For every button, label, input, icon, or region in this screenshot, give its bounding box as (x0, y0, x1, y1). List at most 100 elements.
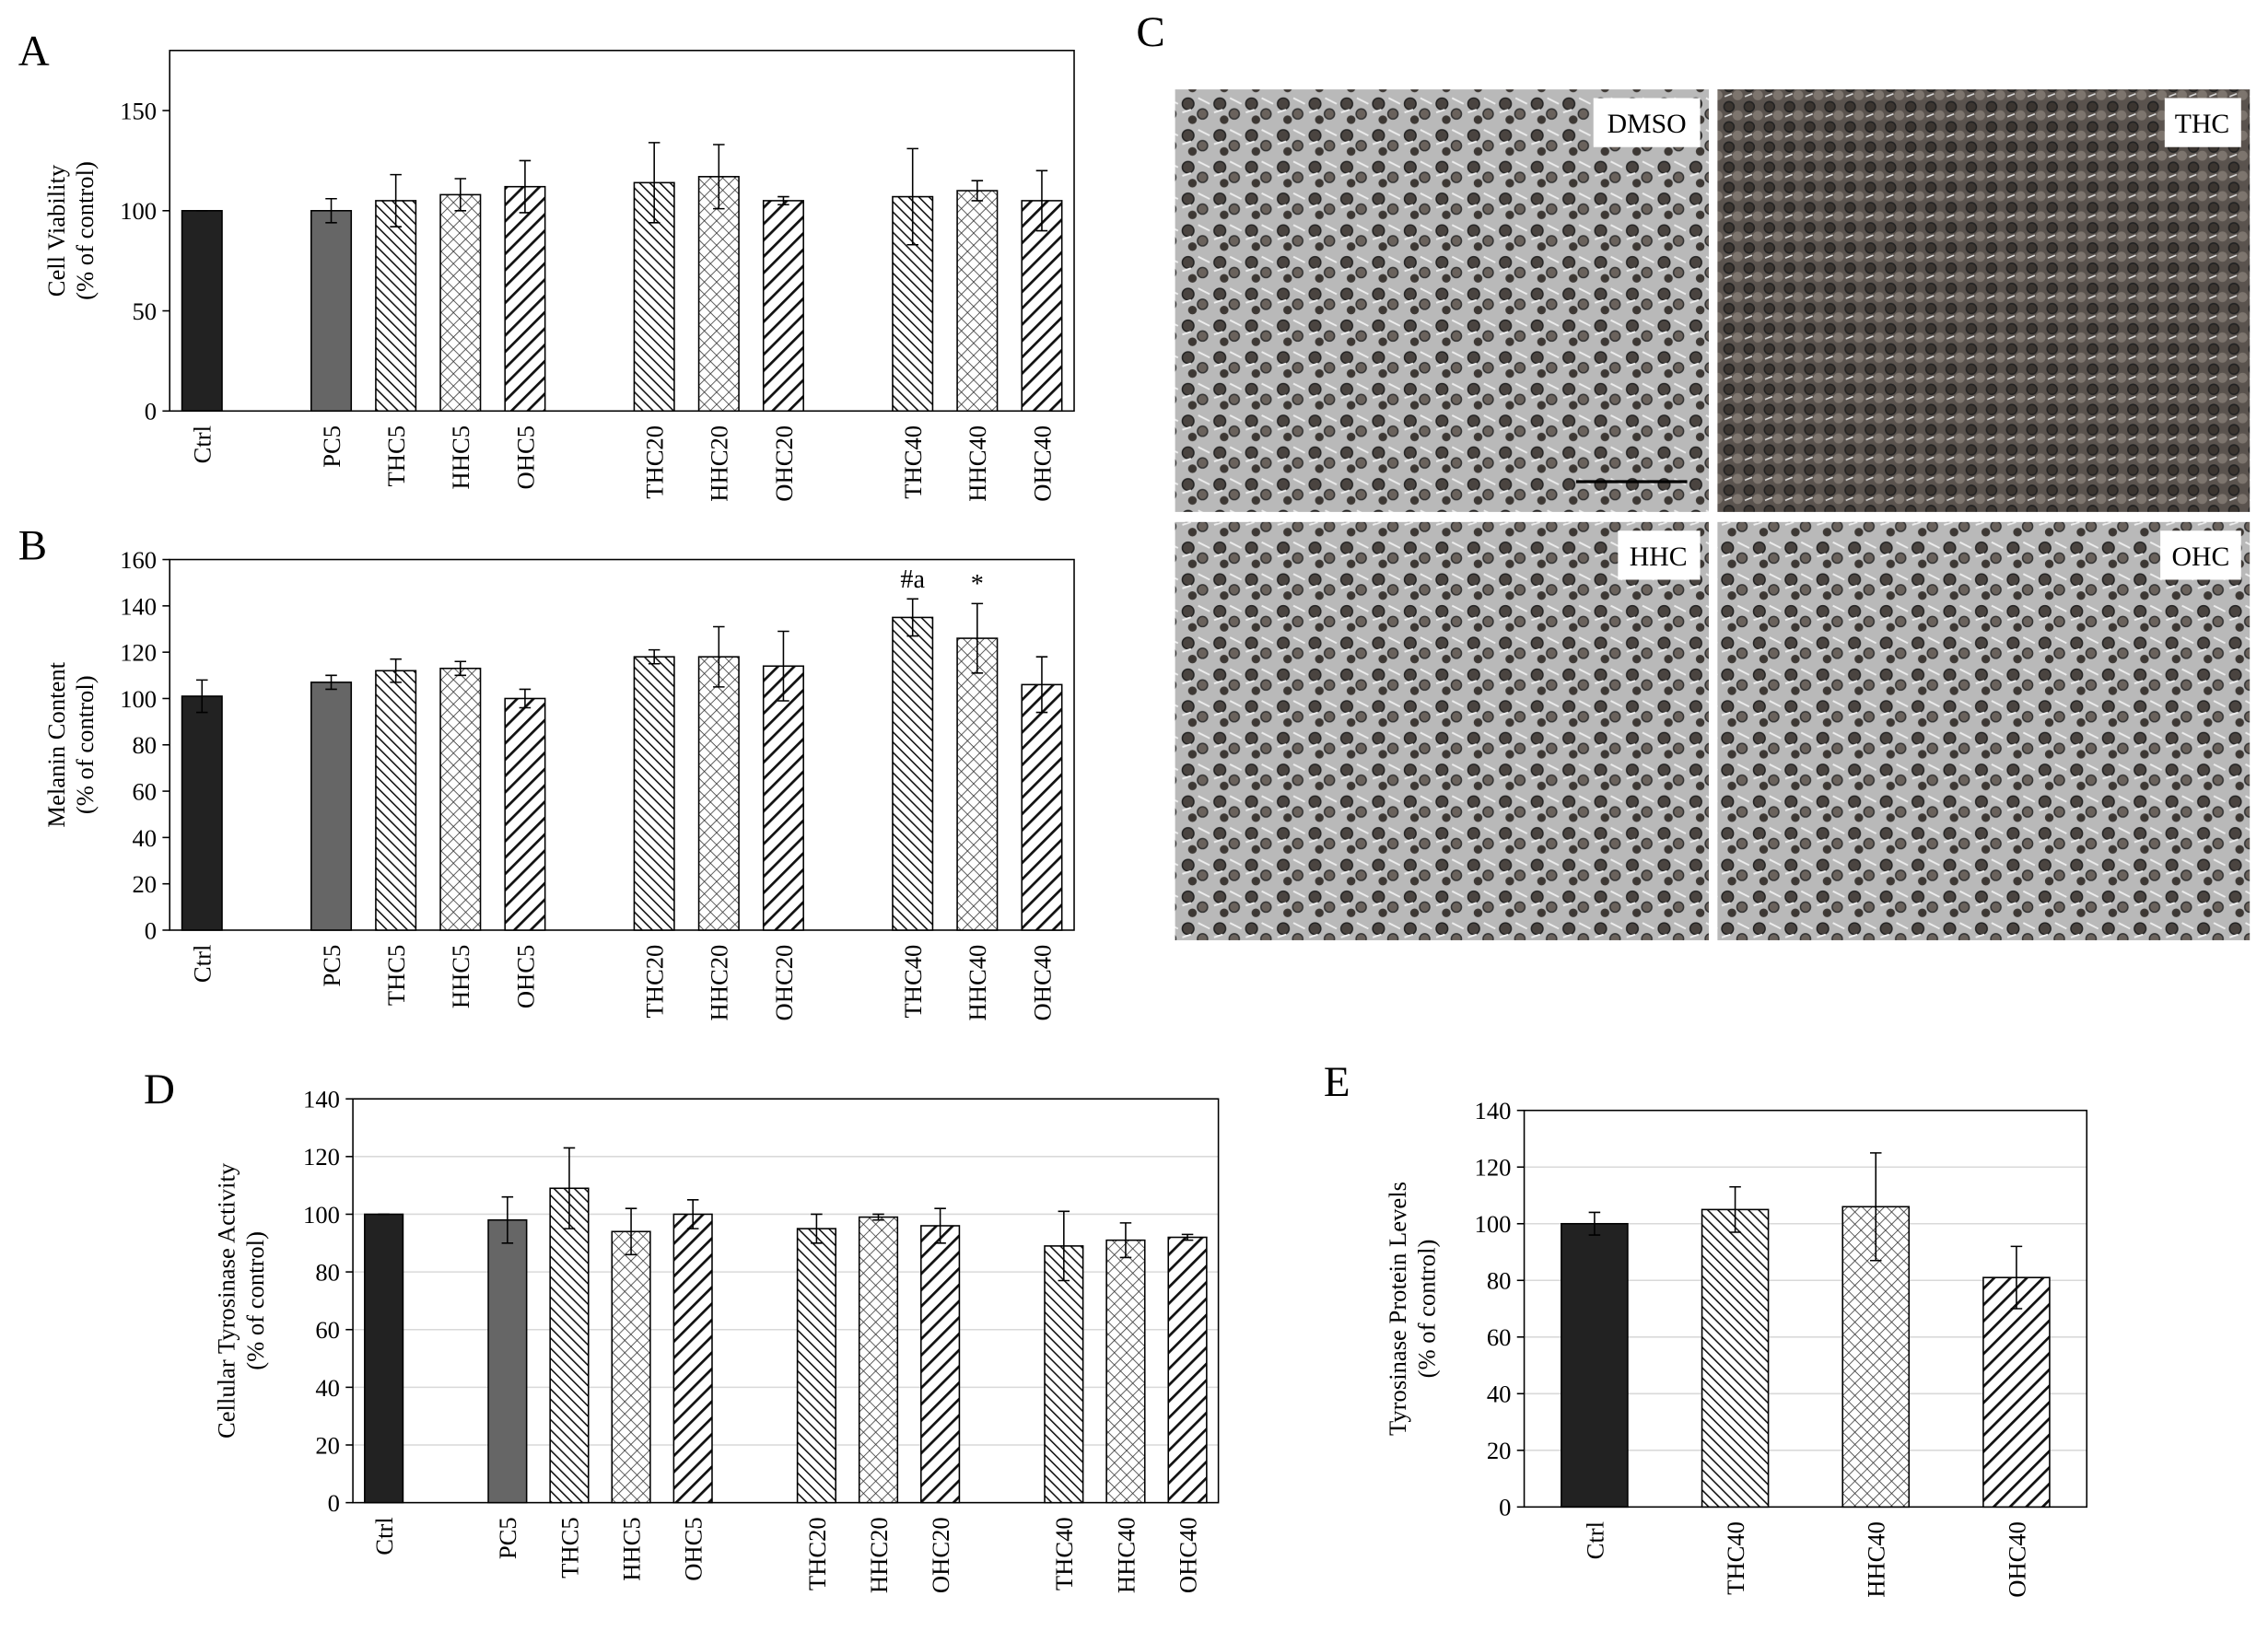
bar (487, 1218, 528, 1504)
bar (762, 200, 804, 413)
x-tick-label: Ctrl (1581, 1521, 1608, 1559)
y-tick-label: 0 (145, 398, 157, 425)
bar (697, 656, 740, 931)
bar (1982, 1276, 2051, 1509)
error-bar (1181, 1233, 1194, 1241)
bar (375, 200, 417, 413)
bar (956, 190, 999, 413)
micrograph (1175, 89, 1709, 512)
y-tick-label: 0 (1499, 1494, 1511, 1521)
bar (364, 1213, 404, 1504)
plot-frame (1523, 1109, 2088, 1509)
bar (181, 210, 223, 413)
x-tick-label: THC40 (899, 945, 927, 1019)
y-tick-label: 100 (120, 685, 157, 713)
micrograph (1175, 521, 1709, 940)
y-tick-label: 40 (133, 824, 158, 852)
y-tick-label: 100 (1475, 1210, 1512, 1238)
label-box (1618, 530, 1701, 580)
error-bar (713, 625, 725, 688)
bar (892, 616, 934, 931)
bar (1044, 1245, 1084, 1504)
error-bar (454, 660, 467, 677)
error-bar (777, 630, 789, 702)
panel-letter: C (1136, 8, 1164, 56)
bar (1021, 200, 1063, 413)
annotation: * (971, 570, 984, 599)
x-tick-label: Ctrl (189, 425, 216, 463)
y-tick-label: 140 (1475, 1097, 1512, 1124)
image-label: HHC (1630, 542, 1688, 572)
y-tick-label: 120 (303, 1143, 340, 1171)
y-tick-label: 40 (1487, 1381, 1512, 1408)
error-bar (1119, 1222, 1132, 1259)
y-tick-label: 20 (315, 1431, 340, 1459)
x-tick-label: PC5 (318, 425, 345, 468)
x-tick-label: HHC5 (447, 425, 474, 490)
x-tick-label: OHC40 (1174, 1517, 1201, 1593)
plot-frame (169, 558, 1075, 931)
bar (697, 176, 740, 413)
error-bar (625, 1207, 637, 1256)
error-bar (519, 688, 532, 709)
y-axis-label: (% of control) (71, 675, 99, 814)
error-bar (713, 144, 725, 210)
y-axis-label: (% of control) (1412, 1240, 1440, 1379)
y-tick-label: 100 (303, 1201, 340, 1229)
x-tick-label: OHC5 (511, 945, 539, 1009)
x-tick-label: PC5 (494, 1517, 521, 1559)
bar (633, 656, 675, 931)
y-axis-label: (% of control) (71, 161, 99, 300)
y-tick-label: 0 (145, 916, 157, 944)
error-bar (390, 658, 402, 683)
x-tick-label: OHC40 (1028, 945, 1056, 1021)
x-tick-label: OHC5 (680, 1517, 707, 1581)
micrograph (1717, 521, 2250, 940)
micrograph (1717, 89, 2250, 512)
bar (549, 1187, 590, 1504)
error-bar (648, 648, 661, 665)
y-tick-label: 0 (328, 1489, 340, 1517)
x-tick-label: OHC20 (927, 1517, 954, 1593)
x-tick-label: HHC20 (706, 425, 733, 502)
error-bar (648, 142, 661, 224)
error-bar (1035, 169, 1048, 232)
y-tick-label: 160 (120, 546, 157, 574)
error-bar (906, 598, 918, 637)
x-tick-label: THC40 (1050, 1517, 1078, 1590)
chart-panel: B 0 20 40 60 80 100 120 140 160 Melanin Content (% … (18, 522, 1075, 1021)
bar (181, 695, 223, 931)
y-tick-label: 60 (133, 777, 158, 805)
error-bar (1869, 1152, 1882, 1262)
bar (1105, 1239, 1146, 1504)
bar (796, 1228, 836, 1504)
y-tick-label: 40 (315, 1374, 340, 1402)
x-tick-label: THC5 (382, 425, 410, 487)
annotation: #a (900, 565, 925, 594)
error-bar (390, 173, 402, 227)
error-bar (777, 195, 789, 206)
bar (611, 1230, 651, 1504)
image-label: DMSO (1607, 109, 1687, 139)
chart-panel: E 0 20 40 60 80 100 120 140 Tyrosinase Protein Le… (1324, 1058, 2088, 1598)
y-tick-label: 60 (1487, 1323, 1512, 1351)
x-tick-label: THC20 (803, 1517, 831, 1590)
panel-letter: D (144, 1066, 175, 1113)
error-bar (934, 1207, 946, 1244)
bar (439, 667, 482, 931)
error-bar (1729, 1185, 1741, 1233)
y-axis-label: Tyrosinase Protein Levels (1384, 1182, 1411, 1436)
error-bar (1035, 656, 1048, 714)
y-tick-label: 20 (133, 870, 158, 898)
plot-frame (169, 50, 1075, 413)
x-tick-label: HHC5 (617, 1517, 645, 1581)
x-tick-label: OHC40 (2003, 1521, 2030, 1598)
y-tick-label: 50 (133, 297, 158, 325)
y-tick-label: 100 (120, 197, 157, 225)
y-tick-label: 140 (303, 1086, 340, 1113)
x-tick-label: THC40 (1722, 1521, 1749, 1595)
error-bar (811, 1213, 823, 1244)
x-tick-label: HHC40 (964, 425, 991, 502)
x-tick-label: HHC40 (1863, 1521, 1890, 1598)
